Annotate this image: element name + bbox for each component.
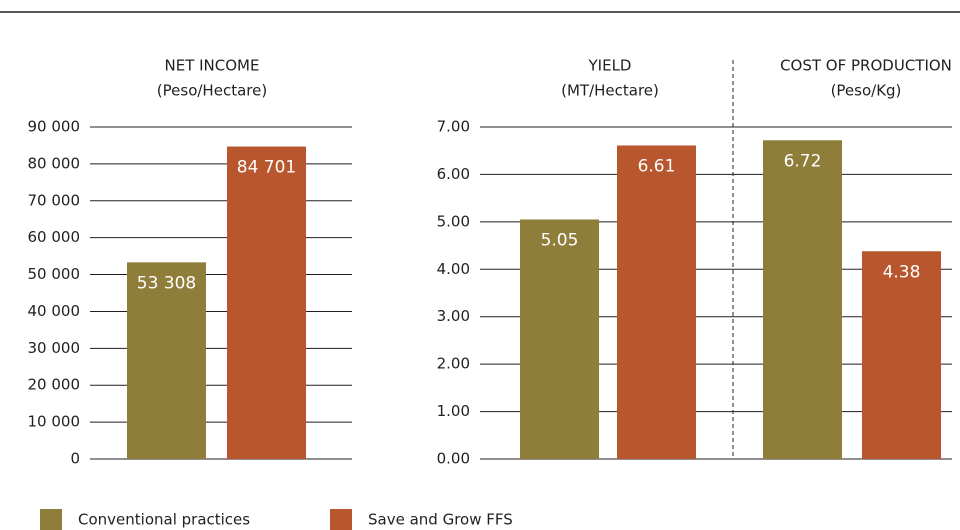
legend-label: Conventional practices <box>78 511 250 529</box>
panel-subtitle: (MT/Hectare) <box>561 82 659 100</box>
y-tick-label: 40 000 <box>28 302 81 320</box>
value-label: 4.38 <box>883 262 921 282</box>
value-label: 6.61 <box>638 156 676 176</box>
y-tick-label: 60 000 <box>28 228 81 246</box>
y-tick-label: 2.00 <box>437 355 470 373</box>
y-tick-label: 10 000 <box>28 413 81 431</box>
bar <box>520 219 599 459</box>
value-label: 53 308 <box>137 273 196 293</box>
bar <box>763 140 842 459</box>
y-tick-label: 30 000 <box>28 339 81 357</box>
y-tick-label: 6.00 <box>437 165 470 183</box>
y-tick-label: 0 <box>70 450 80 468</box>
y-tick-label: 5.00 <box>437 212 470 230</box>
value-label: 84 701 <box>237 158 296 178</box>
legend-swatch <box>330 509 352 530</box>
panel-title: YIELD <box>588 57 632 75</box>
panel-subtitle: (Peso/Kg) <box>831 82 902 100</box>
y-tick-label: 80 000 <box>28 154 81 172</box>
legend-swatch <box>40 509 62 530</box>
bar <box>227 147 306 459</box>
legend-label: Save and Grow FFS <box>368 511 513 529</box>
value-label: 6.72 <box>784 151 822 171</box>
y-tick-label: 4.00 <box>437 260 470 278</box>
bar <box>617 145 696 459</box>
y-tick-label: 0.00 <box>437 450 470 468</box>
y-tick-label: 90 000 <box>28 118 81 136</box>
bars: 53 308 84 701 5.05 6.61 6.72 4.38 <box>127 140 941 459</box>
y-tick-label: 1.00 <box>437 402 470 420</box>
y-tick-label: 50 000 <box>28 265 81 283</box>
panel-subtitle: (Peso/Hectare) <box>157 82 267 100</box>
y-tick-label: 70 000 <box>28 191 81 209</box>
panel-title: NET INCOME <box>165 57 260 75</box>
y-tick-label: 20 000 <box>28 376 81 394</box>
chart: 53 308 84 701 5.05 6.61 6.72 4.38 NET INCOME (P… <box>0 0 960 530</box>
value-label: 5.05 <box>541 230 579 250</box>
panel-title: COST OF PRODUCTION <box>780 57 952 75</box>
y-tick-label: 3.00 <box>437 307 470 325</box>
bar <box>862 251 941 459</box>
y-tick-label: 7.00 <box>437 118 470 136</box>
